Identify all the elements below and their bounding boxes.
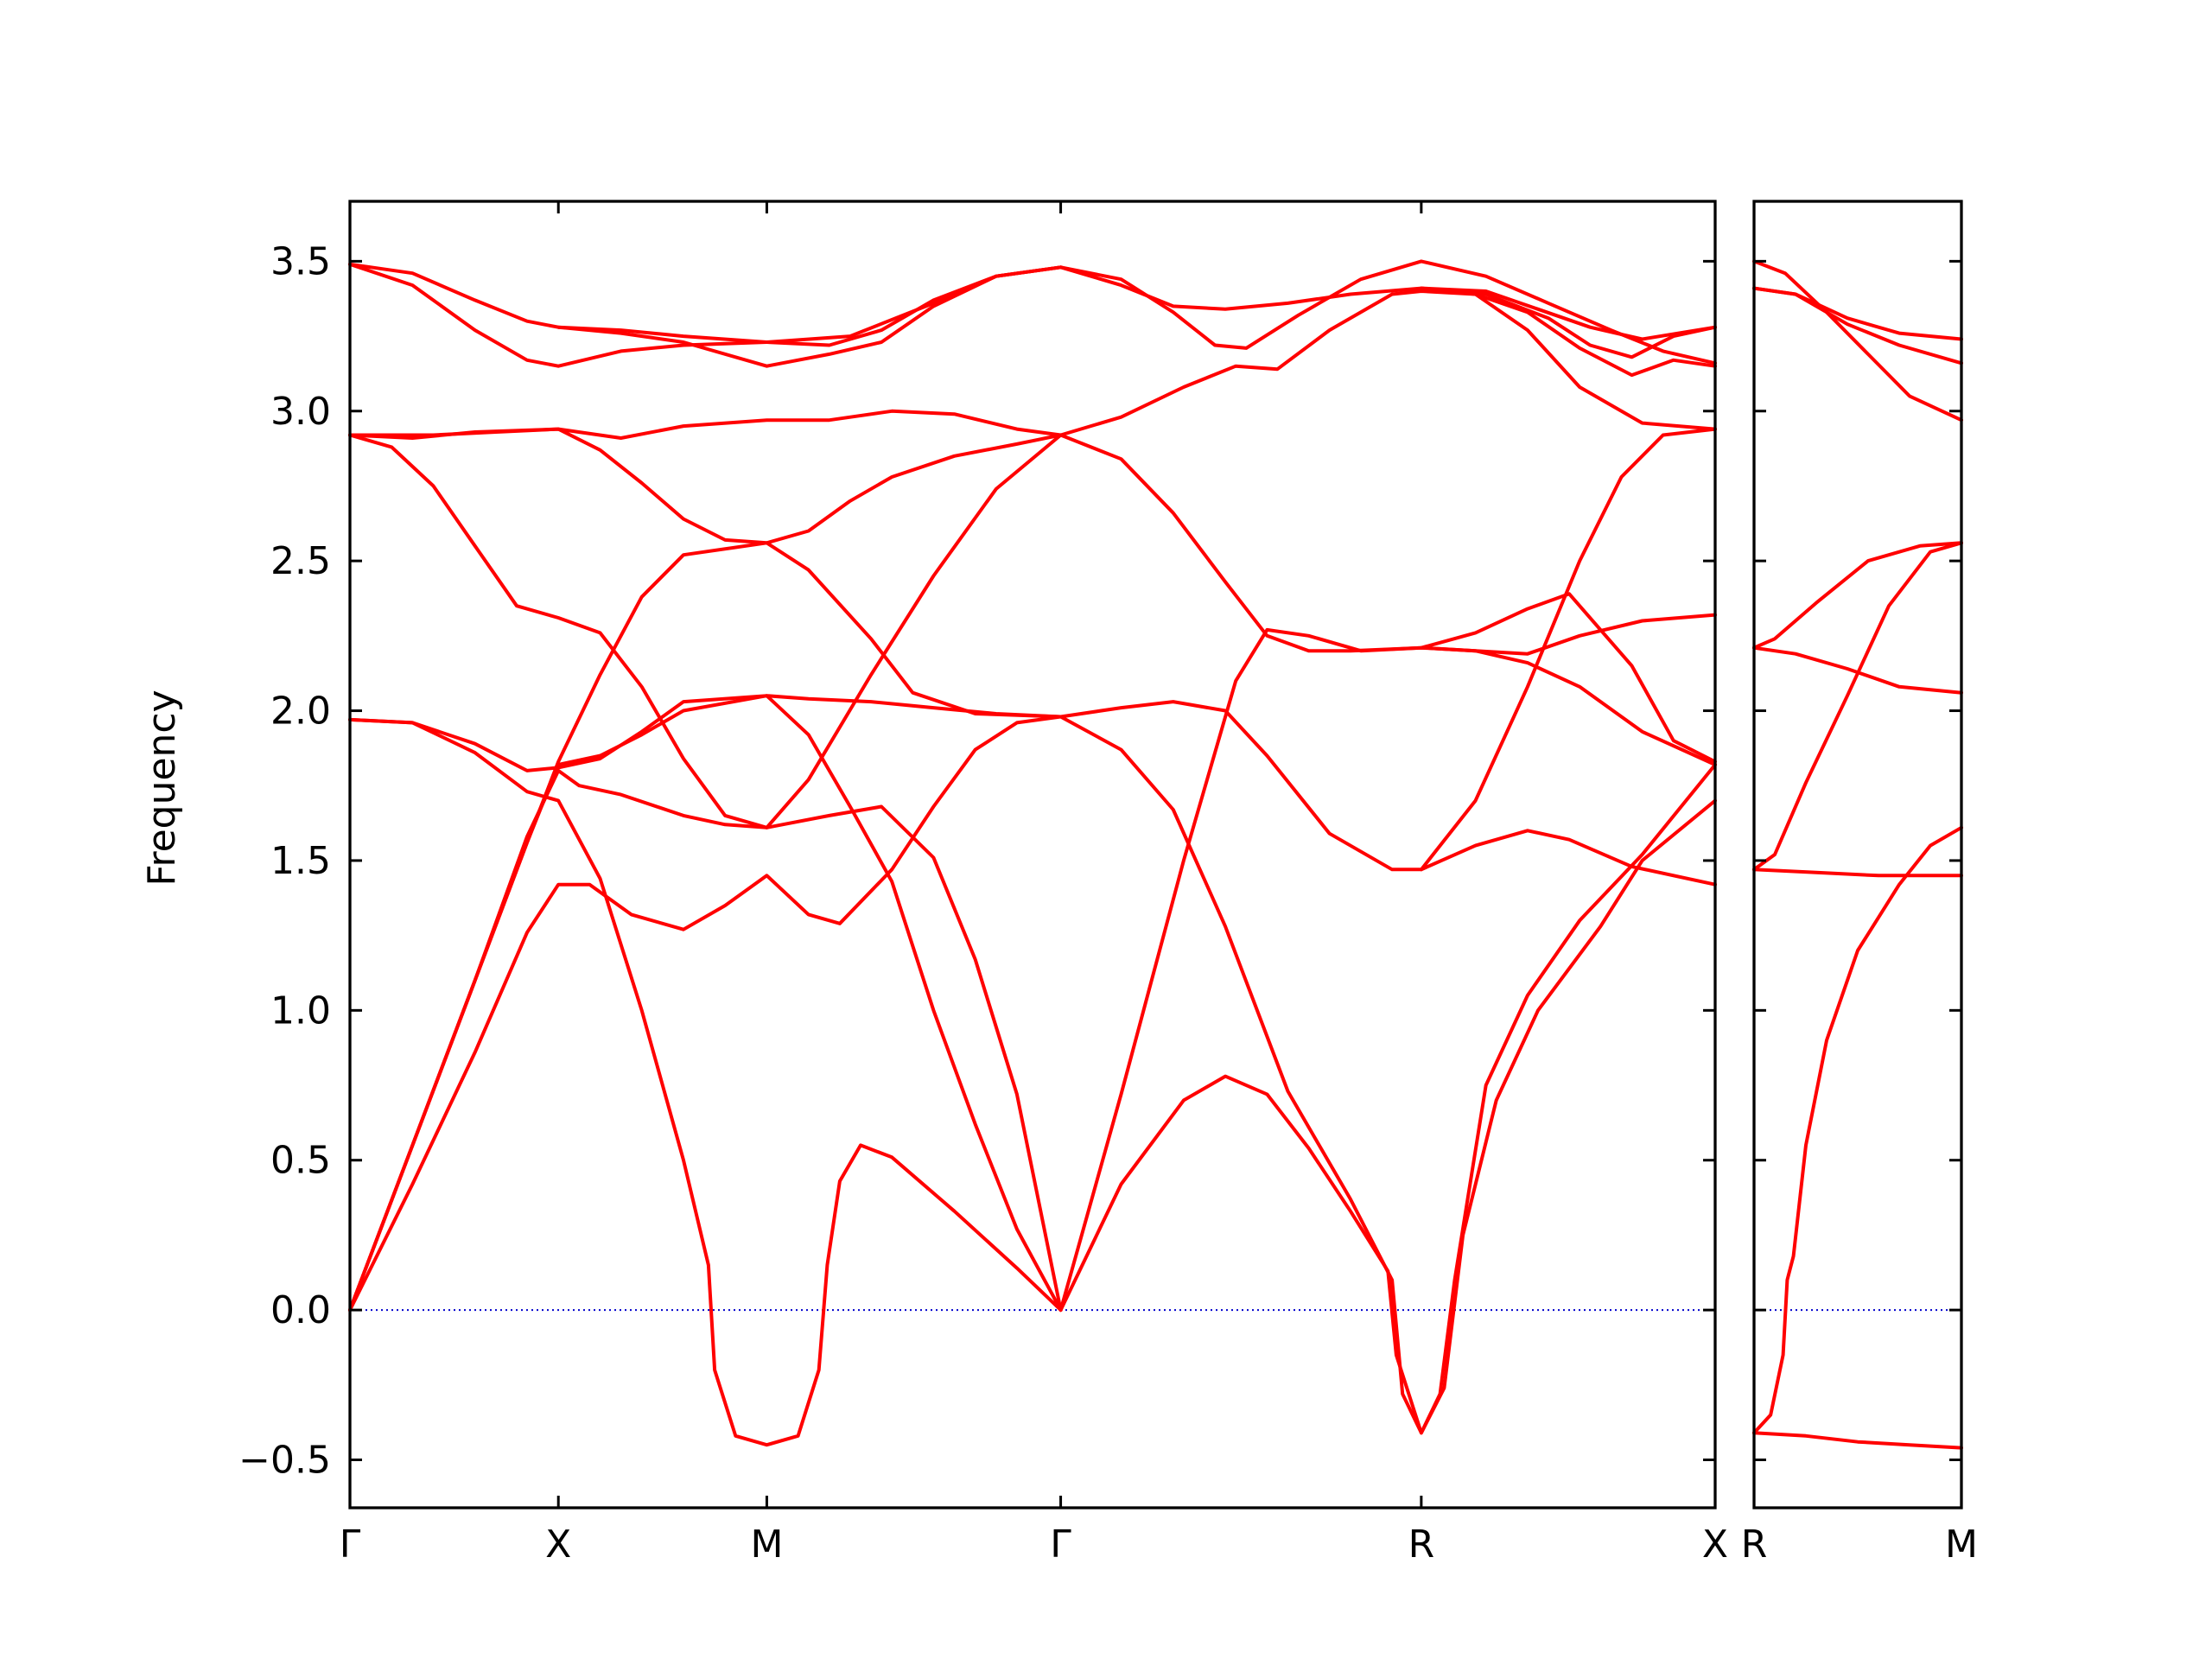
phonon-band-side-7 — [1752, 259, 1963, 423]
plot-frame — [348, 200, 1717, 1510]
phonon-band-main-13 — [1419, 645, 1717, 766]
phonon-band-side-4 — [1752, 541, 1963, 872]
phonon-band-main-14 — [348, 259, 1717, 368]
phonon-band-main-1 — [348, 700, 1717, 1313]
phonon-band-main-5 — [348, 717, 1063, 1447]
x-tick-label: X — [1702, 1522, 1728, 1567]
phonon-band-main-11 — [348, 289, 1717, 440]
phonon-band-main-15 — [348, 262, 1717, 368]
x-tick-label: Γ — [1050, 1522, 1071, 1567]
phonon-band-main-17 — [1419, 286, 1717, 341]
x-tick-label: Γ — [340, 1522, 361, 1567]
x-tick-label: R — [1741, 1522, 1768, 1567]
phonon-band-side-9 — [1752, 286, 1963, 341]
phonon-band-side-3 — [1752, 868, 1963, 878]
phonon-band-side-2 — [1752, 825, 1963, 1435]
y-tick-label: −0.5 — [238, 1439, 331, 1483]
phonon-band-side-6 — [1752, 645, 1963, 695]
y-tick-label: 2.5 — [270, 539, 331, 583]
y-tick-label: 3.5 — [270, 239, 331, 283]
phonon-band-main-12 — [1419, 427, 1717, 872]
phonon-band-main-4 — [348, 694, 1063, 1313]
y-tick-label: 1.5 — [270, 839, 331, 883]
x-tick-label: M — [1945, 1522, 1978, 1567]
phonon-band-side-1 — [1752, 1431, 1963, 1450]
x-tick-label: R — [1408, 1522, 1435, 1567]
y-tick-label: 3.0 — [270, 390, 331, 434]
phonon-band-main-16 — [556, 265, 1063, 347]
y-axis-label: Frequency — [140, 690, 184, 886]
phonon-band-main-18 — [1419, 286, 1717, 378]
plot-frame — [1752, 200, 1963, 1510]
phonon-band-side-5 — [1752, 541, 1963, 650]
x-tick-label: X — [545, 1522, 571, 1567]
phonon-band-main-3 — [348, 541, 1717, 1435]
phonon-band-main-9 — [348, 433, 1063, 830]
y-tick-label: 2.0 — [270, 690, 331, 734]
y-tick-label: 0.0 — [270, 1288, 331, 1332]
y-tick-label: 0.5 — [270, 1139, 331, 1183]
main-panel: −0.5 0.0 0.5 1.0 1.5 2.0 2.5 3.0 3.5 Γ X M Γ R X — [238, 200, 1728, 1567]
phonon-band-side-8 — [1752, 286, 1963, 365]
phonon-band-main-10 — [348, 427, 1717, 656]
phonon-band-main-2 — [348, 768, 1063, 1313]
x-tick-label: M — [750, 1522, 783, 1567]
y-tick-label: 1.0 — [270, 988, 331, 1033]
phonon-band-main-6 — [1058, 798, 1717, 1435]
phonon-band-main-8 — [348, 694, 1063, 772]
phonon-band-main-7 — [1058, 592, 1717, 1313]
